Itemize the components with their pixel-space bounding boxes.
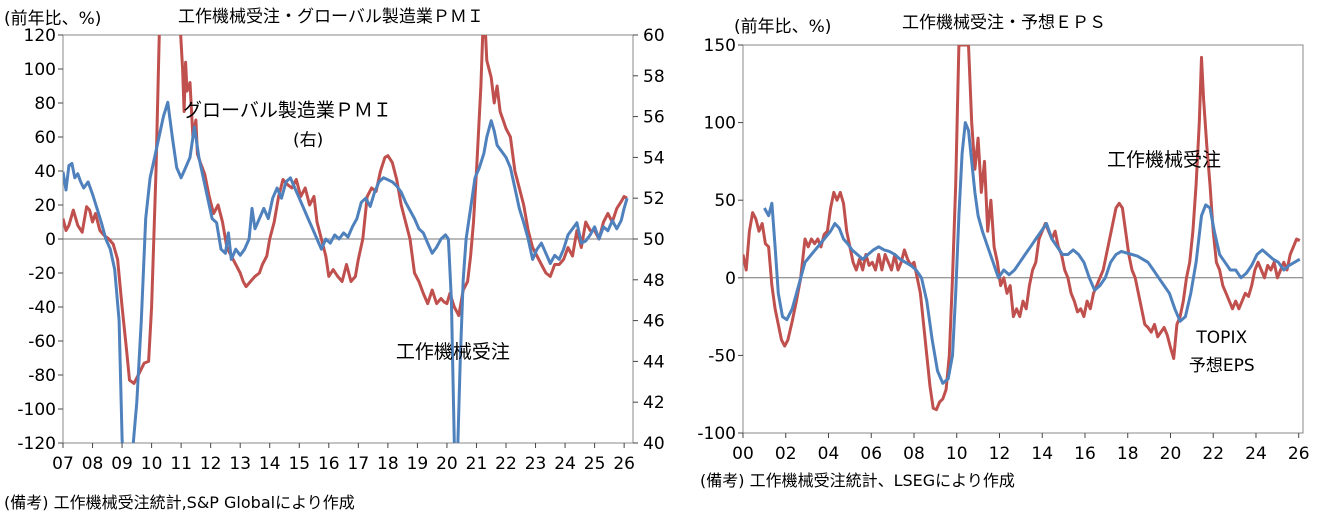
x-tick-label: 04 [818,444,840,464]
chart2-title: 工作機械受注・予想ＥＰＳ [902,13,1106,33]
x-tick-label: 14 [1031,444,1053,464]
y-left-tick-label: 40 [34,162,56,182]
y-left-tick-label: -100 [697,424,736,444]
chart1-note: (備考) 工作機械受注統計,S&P Globalにより作成 [4,493,355,512]
eps-chart: (前年比、%) 工作機械受注・予想ＥＰＳ 150 100 50 0 -50 -100 00… [697,13,1309,490]
y-left-tick-label: 100 [24,60,56,80]
pmi-chart: (前年比、%) 工作機械受注・グローバル製造業ＰＭＩ 1201008060402… [4,7,665,512]
chart2-series [743,45,1301,412]
chart2-note: (備考) 工作機械受注統計、LSEGにより作成 [700,471,1015,490]
x-tick-label: 25 [584,454,606,474]
y-left-tick-label: -60 [28,332,56,352]
y-right-tick-label: 60 [643,26,665,46]
chart2-x-axis: 00 02 04 06 08 10 12 14 16 18 20 22 24 26 [732,433,1310,464]
y-right-tick-label: 42 [643,393,665,413]
y-right-tick-label: 50 [643,230,665,250]
x-tick-label: 11 [170,454,192,474]
chart2-unit-label: (前年比、%) [734,17,831,37]
y-left-tick-label: 0 [45,230,56,250]
x-tick-label: 02 [775,444,797,464]
x-tick-label: 00 [732,444,754,464]
x-tick-label: 22 [495,454,517,474]
chart1-unit-label: (前年比、%) [4,9,101,29]
y-left-tick-label: 100 [704,114,736,134]
y-left-tick-label: 150 [704,36,736,56]
x-tick-label: 24 [1245,444,1267,464]
chart2-annotation-eps: 予想EPS [1189,356,1255,376]
x-tick-label: 24 [554,454,576,474]
y-left-tick-label: -50 [708,346,736,366]
y-left-tick-label: 20 [34,196,56,216]
series-line-1 [63,100,629,443]
x-tick-label: 22 [1202,444,1224,464]
y-left-tick-label: 80 [34,94,56,114]
y-right-tick-label: 58 [643,67,665,87]
series-line-0 [743,45,1301,412]
chart1-left-axis: 120 100 80 60 40 20 0 -20 -40 -60 -80 -100 -120 [17,26,63,454]
y-right-tick-label: 44 [643,352,665,372]
x-tick-label: 23 [525,454,547,474]
y-right-tick-label: 40 [643,434,665,454]
x-tick-label: 21 [466,454,488,474]
x-tick-label: 16 [1074,444,1096,464]
chart2-annotation-topix: TOPIX [1195,328,1247,348]
chart1-annotation-pmi: グローバル製造業ＰＭＩ [183,100,392,122]
x-tick-label: 12 [200,454,222,474]
series-line-1 [763,121,1301,385]
y-left-tick-label: 50 [714,191,736,211]
x-tick-label: 06 [860,444,882,464]
x-tick-label: 18 [1117,444,1139,464]
y-right-tick-label: 46 [643,312,665,332]
y-left-tick-label: -20 [28,264,56,284]
x-tick-label: 19 [407,454,429,474]
chart1-annotation-pmi-right: (右) [293,131,323,151]
y-right-tick-label: 52 [643,189,665,209]
x-tick-label: 26 [1288,444,1310,464]
chart1-series [63,35,629,443]
y-left-tick-label: 60 [34,128,56,148]
chart1-right-axis: 60 58 56 54 52 50 48 46 44 42 40 [633,26,665,454]
x-tick-label: 16 [318,454,340,474]
chart2-left-axis: 150 100 50 0 -50 -100 [697,36,743,444]
y-right-tick-label: 48 [643,271,665,291]
x-tick-label: 08 [82,454,104,474]
x-tick-label: 26 [613,454,635,474]
y-left-tick-label: -120 [17,434,56,454]
x-tick-label: 07 [52,454,74,474]
x-tick-label: 20 [436,454,458,474]
chart2-plot-frame [742,44,1304,434]
x-tick-label: 14 [259,454,281,474]
x-tick-label: 10 [141,454,163,474]
x-tick-label: 17 [348,454,370,474]
y-left-tick-label: -100 [17,400,56,420]
x-tick-label: 12 [989,444,1011,464]
y-left-tick-label: -80 [28,366,56,386]
x-tick-label: 15 [288,454,310,474]
x-tick-label: 10 [946,444,968,464]
chart1-x-axis: 07 08 09 10 11 12 13 14 15 16 17 18 19 20 21 22 23 24 25 26 [52,443,635,474]
chart1-annotation-orders: 工作機械受注 [396,341,510,363]
series-line-0 [63,35,628,385]
y-left-tick-label: 0 [725,269,736,289]
y-left-tick-label: -40 [28,298,56,318]
y-right-tick-label: 54 [643,148,665,168]
y-left-tick-label: 120 [24,26,56,46]
y-right-tick-label: 56 [643,108,665,128]
x-tick-label: 08 [903,444,925,464]
x-tick-label: 09 [111,454,133,474]
x-tick-label: 13 [229,454,251,474]
chart2-annotation-orders: 工作機械受注 [1107,149,1221,171]
x-tick-label: 18 [377,454,399,474]
chart1-title: 工作機械受注・グローバル製造業ＰＭＩ [178,7,484,27]
x-tick-label: 20 [1160,444,1182,464]
